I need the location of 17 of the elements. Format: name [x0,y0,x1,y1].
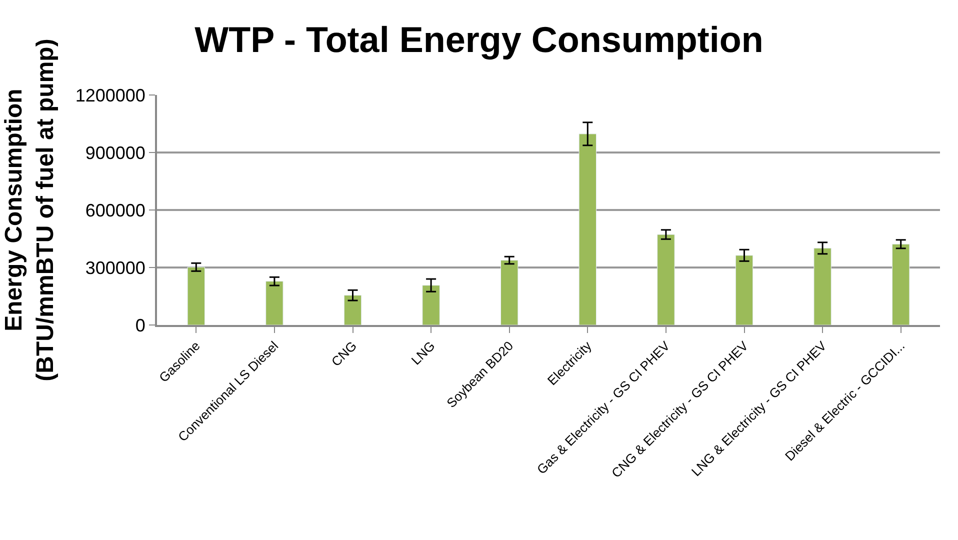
bar [344,295,362,325]
bar [657,234,675,325]
bar [735,255,754,325]
y-tick-label: 600000 [85,200,146,220]
y-tick-label: 0 [135,315,146,336]
y-tick-label: 1200000 [75,85,146,106]
chart-title: WTP - Total Energy Consumption [194,19,764,60]
y-tick-label: 300000 [85,258,146,278]
y-tick-label: 900000 [85,142,146,163]
bar [422,285,440,325]
bar [892,244,910,325]
bar [500,260,518,325]
bar [187,266,206,325]
bar [578,134,597,325]
bar [814,248,832,325]
bar [266,281,284,325]
y-axis-title: Energy Consumption (BTU/mmBTU of fuel at pump) [0,38,59,382]
